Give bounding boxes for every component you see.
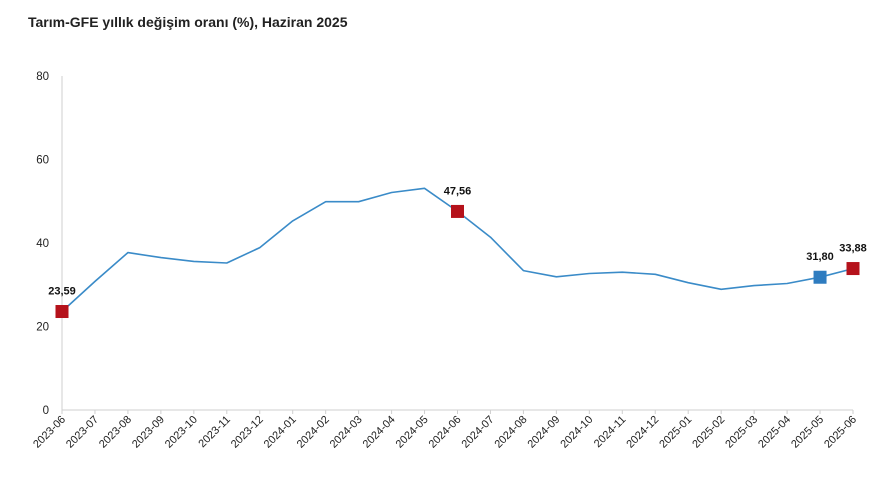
x-tick-label: 2025-04: [756, 414, 793, 451]
y-tick-label: 0: [43, 405, 49, 417]
y-tick-label: 40: [36, 238, 49, 250]
x-tick-label: 2024-07: [460, 414, 497, 451]
y-tick-label: 80: [36, 71, 49, 83]
x-tick-label: 2023-08: [97, 414, 134, 451]
x-tick-label: 2023-12: [229, 414, 266, 451]
x-tick-label: 2024-06: [427, 414, 464, 451]
chart-title: Tarım-GFE yıllık değişim oranı (%), Hazi…: [28, 14, 348, 30]
data-point-marker: [451, 204, 464, 218]
y-tick-label: 60: [36, 155, 49, 167]
x-tick-label: 2024-03: [328, 414, 365, 451]
x-tick-label: 2024-08: [493, 414, 530, 451]
data-point-marker: [846, 262, 860, 276]
x-tick-label: 2025-01: [657, 414, 694, 451]
data-label: 33,88: [839, 243, 867, 255]
x-tick-label: 2024-02: [295, 414, 332, 451]
data-label: 47,56: [444, 185, 472, 197]
x-tick-label: 2023-09: [130, 414, 167, 451]
x-tick-label: 2023-06: [31, 414, 68, 451]
data-label: 23,59: [48, 286, 76, 298]
x-tick-label: 2024-04: [361, 414, 398, 451]
x-tick-label: 2024-10: [558, 414, 595, 451]
x-tick-label: 2024-12: [624, 414, 661, 451]
x-tick-label: 2023-10: [163, 414, 200, 451]
x-tick-label: 2025-05: [789, 414, 826, 451]
x-tick-label: 2024-09: [525, 414, 562, 451]
x-tick-label: 2023-11: [196, 414, 232, 450]
y-tick-label: 20: [36, 322, 49, 334]
x-tick-label: 2024-01: [262, 414, 299, 451]
x-tick-label: 2024-05: [394, 414, 431, 451]
data-point-marker: [813, 270, 827, 284]
x-tick-label: 2025-06: [822, 414, 859, 451]
x-tick-label: 2024-11: [592, 414, 628, 450]
data-point-marker: [55, 305, 69, 319]
x-tick-label: 2025-03: [723, 414, 760, 451]
x-tick-label: 2025-02: [690, 414, 727, 451]
data-label: 31,80: [806, 251, 834, 263]
x-tick-label: 2023-07: [64, 414, 101, 451]
